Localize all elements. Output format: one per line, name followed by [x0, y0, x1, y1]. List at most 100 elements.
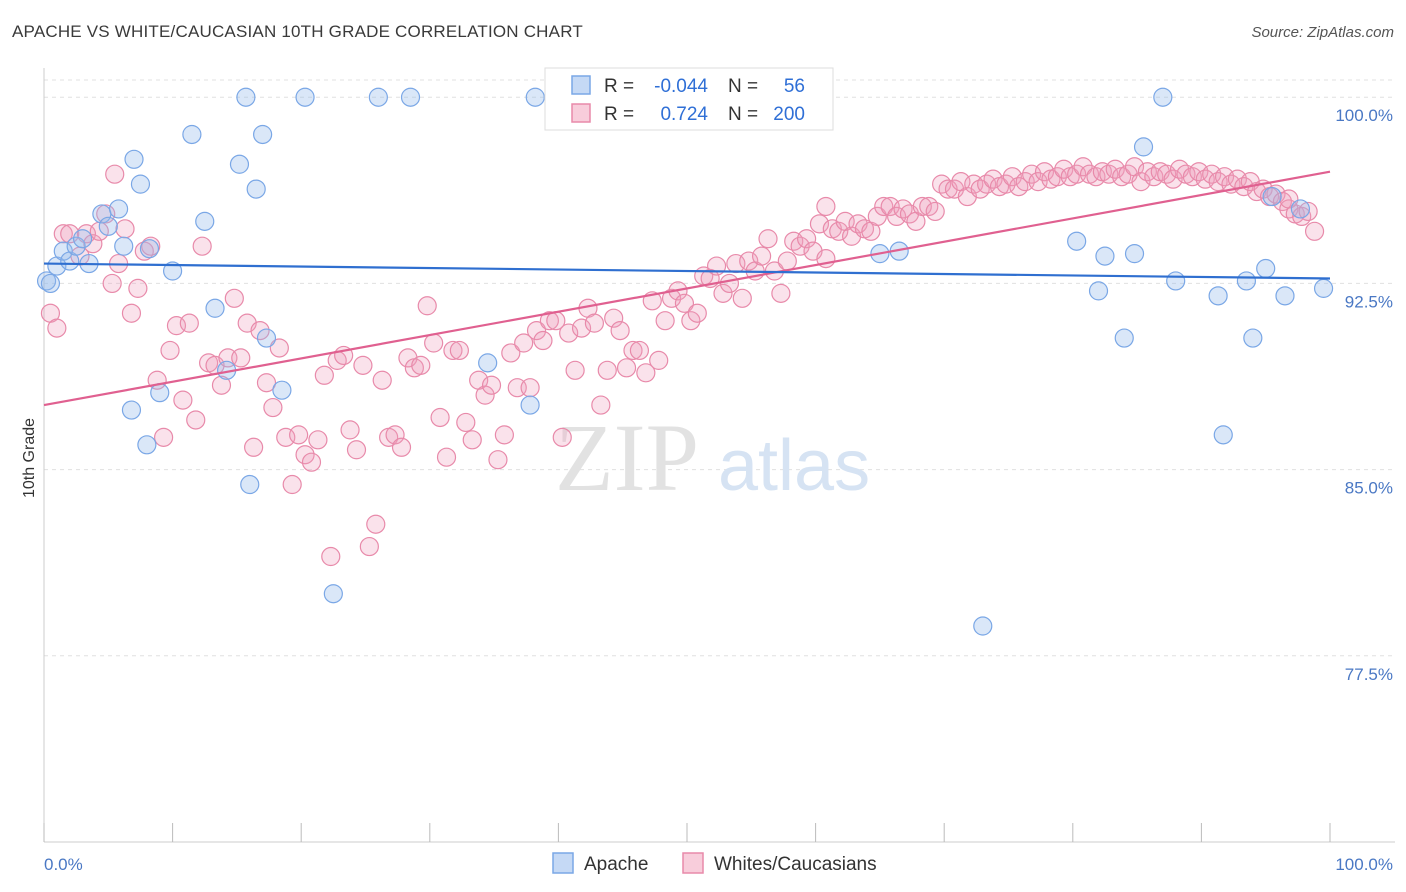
point-white — [211, 375, 232, 395]
point-white — [771, 283, 791, 303]
point-white — [681, 311, 701, 331]
point-white — [53, 224, 73, 244]
point-white — [610, 320, 630, 341]
legend-n-value-white: 200 — [773, 104, 805, 125]
point-white — [115, 219, 135, 239]
point-apache — [1153, 87, 1173, 107]
point-apache — [72, 229, 93, 249]
point-white — [372, 370, 392, 390]
point-white — [1157, 164, 1177, 184]
legend-box: R = -0.044 N = 56 R = 0.724 N = 200 — [544, 67, 834, 131]
point-apache — [137, 435, 157, 455]
point-apache — [1124, 244, 1145, 264]
point-white — [263, 397, 283, 418]
point-white — [539, 311, 559, 331]
bottom-legend-swatch-apache — [552, 852, 574, 874]
legend-r-label-apache: R = — [604, 76, 634, 97]
point-white — [501, 343, 521, 363]
point-apache — [272, 380, 292, 400]
point-white — [308, 430, 328, 450]
watermark: ZIP atlas — [555, 404, 870, 511]
x-tick-label-max: 100.0% — [1335, 855, 1393, 874]
point-white — [533, 330, 553, 351]
point-apache — [520, 395, 540, 415]
point-white — [1009, 177, 1029, 197]
point-white — [1163, 169, 1183, 189]
point-white — [301, 452, 322, 472]
legend-swatch-apache — [571, 75, 591, 95]
point-white — [655, 311, 675, 331]
point-apache — [525, 87, 545, 107]
point-apache — [1133, 137, 1154, 157]
trend-line-apache — [43, 262, 1331, 280]
point-white — [584, 313, 605, 333]
point-apache — [1236, 271, 1257, 291]
point-white — [713, 283, 733, 303]
point-white — [179, 313, 199, 333]
point-apache — [1088, 281, 1109, 301]
point-white — [102, 273, 122, 294]
point-white — [346, 440, 367, 460]
point-apache — [182, 124, 202, 145]
x-tick-label-min: 0.0% — [44, 855, 83, 874]
point-apache — [66, 236, 86, 256]
point-white — [629, 340, 650, 361]
y-tick-label: 100.0% — [1335, 106, 1393, 125]
point-apache — [1290, 199, 1311, 219]
point-white — [244, 437, 264, 457]
point-white — [105, 164, 125, 184]
point-white — [83, 234, 103, 254]
point-white — [552, 427, 572, 447]
point-white — [462, 430, 482, 450]
point-apache — [1114, 328, 1134, 348]
point-white — [559, 323, 579, 343]
point-white — [134, 241, 154, 261]
point-white — [526, 320, 547, 341]
point-white — [932, 174, 952, 194]
point-white — [758, 229, 778, 249]
point-white — [790, 236, 810, 256]
point-white — [893, 199, 913, 219]
point-apache — [1256, 258, 1276, 279]
watermark-zip: ZIP — [555, 404, 699, 511]
point-white — [520, 378, 540, 398]
y-axis-label: 10th Grade — [21, 418, 38, 498]
trend-layer — [43, 170, 1331, 407]
point-apache — [1243, 328, 1263, 348]
point-white — [719, 273, 740, 294]
point-white — [829, 221, 849, 241]
point-white — [571, 318, 592, 338]
point-apache — [40, 273, 61, 294]
chart-source: Source: ZipAtlas.com — [1251, 24, 1394, 41]
point-white — [60, 224, 80, 244]
point-white — [173, 390, 193, 410]
bottom-legend: Apache Whites/Caucasians — [552, 852, 877, 875]
point-white — [436, 447, 457, 467]
point-white — [321, 546, 341, 567]
point-white — [256, 373, 277, 393]
point-white — [488, 450, 508, 470]
legend-r-label-white: R = — [604, 104, 634, 125]
point-white — [514, 333, 534, 353]
point-apache — [124, 149, 144, 169]
point-white — [494, 425, 514, 445]
point-apache — [1213, 425, 1233, 445]
point-apache — [478, 353, 498, 373]
legend-n-label-apache: N = — [728, 76, 758, 97]
point-white — [282, 474, 302, 495]
point-apache — [323, 584, 343, 604]
point-white — [565, 360, 585, 380]
point-white — [616, 358, 637, 378]
point-white — [481, 375, 502, 395]
point-apache — [240, 474, 260, 495]
bottom-legend-white: Whites/Caucasians — [714, 854, 877, 875]
y-tick-label: 92.5% — [1345, 292, 1393, 311]
legend-swatch-white — [571, 103, 591, 123]
point-white — [1054, 159, 1074, 179]
point-white — [449, 340, 469, 361]
watermark-atlas: atlas — [718, 426, 870, 506]
point-white — [411, 355, 431, 375]
point-apache — [98, 216, 118, 236]
point-white — [674, 293, 695, 313]
